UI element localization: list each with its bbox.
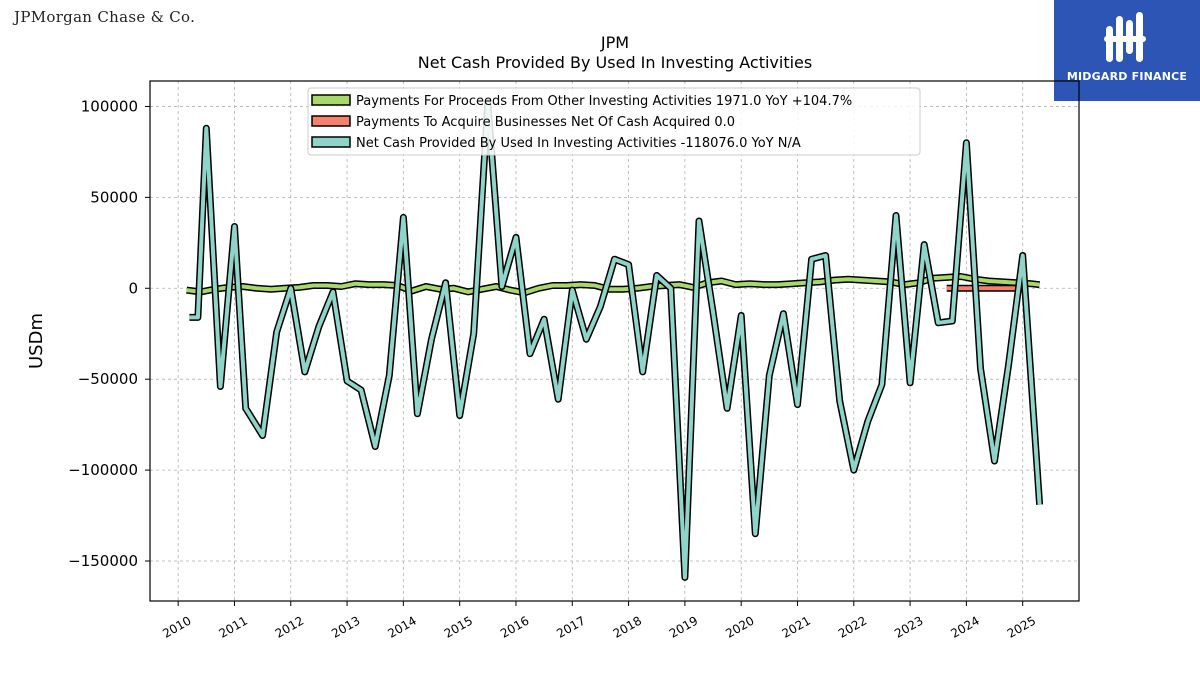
legend-swatch	[311, 94, 351, 106]
x-tick-label: 2013	[329, 613, 362, 640]
chart-subtitle: Net Cash Provided By Used In Investing A…	[418, 53, 812, 72]
y-tick-label: 100000	[81, 97, 138, 115]
grid-lines	[150, 81, 1079, 601]
x-tick-label: 2018	[611, 613, 644, 640]
y-tick-label: 50000	[90, 188, 138, 206]
x-tick-label: 2025	[1005, 613, 1038, 640]
midgard-logo-icon	[1104, 12, 1146, 62]
y-tick-label: −100000	[68, 461, 138, 479]
midgard-finance-logo: MIDGARD FINANCE	[1054, 0, 1200, 101]
legend-box	[307, 87, 921, 156]
y-axis: 100000 50000 0 −50000 −100000 −150000	[68, 97, 150, 570]
legend-swatch	[311, 136, 351, 148]
series-layer	[186, 99, 1044, 581]
x-tick-label: 2024	[948, 613, 981, 640]
x-tick-label: 2022	[836, 613, 869, 640]
legend-swatch	[311, 115, 351, 127]
x-tick-label: 2011	[217, 613, 250, 640]
plot-frame	[149, 80, 1080, 602]
x-tick-label: 2014	[385, 613, 418, 640]
series-0-line	[186, 274, 1040, 295]
series-2-line	[189, 100, 1042, 580]
legend-entry-label: Payments To Acquire Businesses Net Of Ca…	[356, 115, 735, 130]
x-tick-label: 2021	[780, 613, 813, 640]
legend-entry-label: Net Cash Provided By Used In Investing A…	[356, 136, 801, 151]
y-tick-label: 0	[128, 279, 138, 297]
x-tick-label: 2023	[892, 613, 925, 640]
y-tick-label: −50000	[78, 370, 138, 388]
x-tick-label: 2015	[442, 613, 475, 640]
chart-title: JPM	[600, 33, 629, 52]
x-tick-label: 2010	[160, 613, 193, 640]
x-tick-label: 2019	[667, 613, 700, 640]
x-tick-label: 2020	[723, 613, 756, 640]
company-name-logo: JPMorgan Chase & Co.	[14, 8, 196, 26]
x-tick-label: 2012	[273, 613, 306, 640]
y-axis-label: USDm	[26, 313, 47, 369]
legend-entry-label: Payments For Proceeds From Other Investi…	[356, 94, 852, 109]
legend: Payments For Proceeds From Other Investi…	[307, 87, 921, 156]
x-tick-label: 2016	[498, 613, 531, 640]
y-tick-label: −150000	[68, 552, 138, 570]
series-2-outline	[189, 99, 1044, 581]
x-tick-label: 2017	[554, 613, 587, 640]
x-axis: 2010 2011 2012 2013 2014 2015 2016 2017 2018 2019…	[160, 601, 1038, 641]
midgard-finance-wordmark: MIDGARD FINANCE	[1066, 70, 1188, 83]
